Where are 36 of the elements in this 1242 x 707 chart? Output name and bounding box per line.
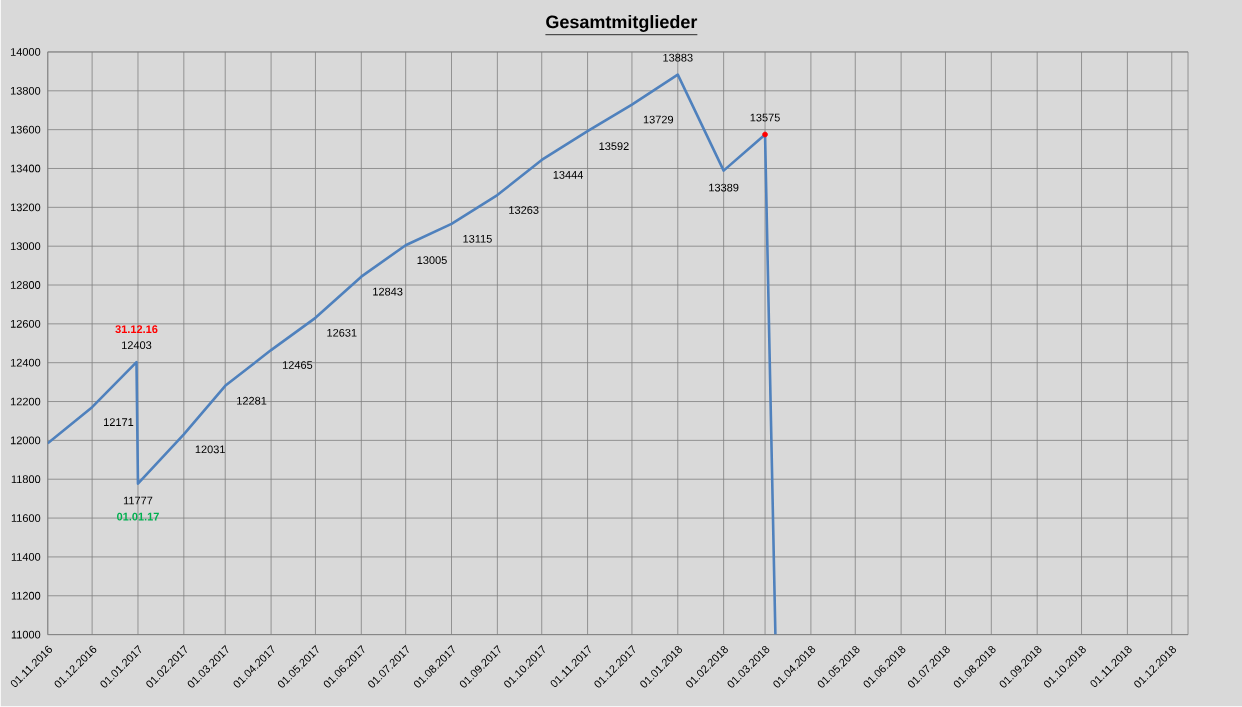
data-label: 12031 bbox=[195, 445, 225, 454]
y-tick-label: 11400 bbox=[11, 553, 41, 562]
y-tick-label: 11200 bbox=[11, 592, 41, 600]
y-tick-label: 11000 bbox=[11, 630, 41, 639]
data-label: 13005 bbox=[417, 256, 447, 265]
y-tick-label: 12600 bbox=[10, 320, 41, 328]
data-label: 13444 bbox=[553, 171, 584, 179]
data-label: 13729 bbox=[643, 115, 674, 124]
data-label: 13883 bbox=[663, 54, 693, 62]
y-tick-label: 11800 bbox=[11, 475, 41, 484]
data-label: 12631 bbox=[327, 329, 357, 337]
annotation: 31.12.16 bbox=[115, 325, 158, 334]
annotation: 01.01.17 bbox=[117, 512, 159, 521]
data-label: 11777 bbox=[123, 496, 153, 505]
y-tick-label: 11600 bbox=[11, 514, 41, 523]
y-tick-label: 12200 bbox=[10, 397, 41, 406]
data-label: 12281 bbox=[237, 397, 267, 405]
y-tick-label: 13400 bbox=[10, 164, 41, 173]
y-tick-label: 12000 bbox=[10, 436, 41, 445]
data-label: 12843 bbox=[373, 287, 403, 296]
data-label: 13575 bbox=[750, 113, 780, 122]
data-label: 13592 bbox=[599, 142, 629, 151]
y-tick-label: 13200 bbox=[10, 203, 41, 212]
y-tick-label: 13600 bbox=[10, 125, 41, 134]
data-label: 12171 bbox=[104, 418, 134, 427]
y-tick-label: 14000 bbox=[10, 48, 41, 57]
y-tick-label: 12800 bbox=[10, 281, 41, 290]
data-label: 12403 bbox=[122, 341, 152, 350]
y-tick-label: 12400 bbox=[10, 359, 41, 367]
y-tick-label: 13800 bbox=[10, 87, 41, 95]
data-label: 13389 bbox=[709, 183, 739, 192]
data-label: 13115 bbox=[463, 235, 492, 243]
chart-title: Gesamtmitglieder bbox=[546, 15, 698, 33]
data-label: 12465 bbox=[282, 361, 313, 370]
data-label: 13263 bbox=[509, 206, 539, 215]
y-tick-label: 13000 bbox=[10, 242, 41, 251]
